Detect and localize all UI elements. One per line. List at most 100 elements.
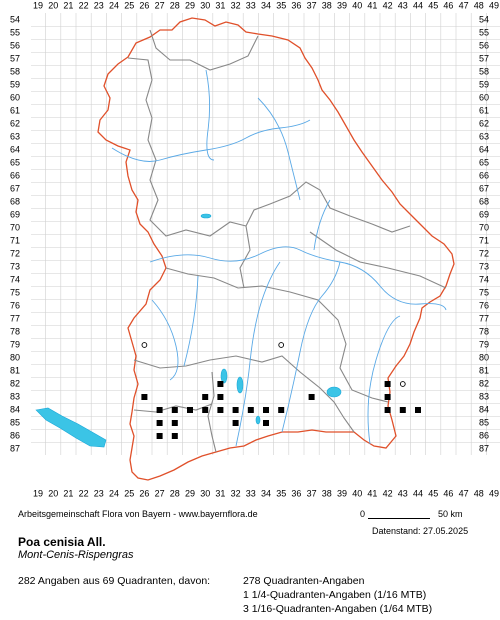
y-tick-label-right: 73 xyxy=(479,261,489,271)
x-tick-label-bottom: 43 xyxy=(398,488,408,498)
data-date: Datenstand: 27.05.2025 xyxy=(372,526,469,536)
x-tick-label-top: 25 xyxy=(124,0,134,10)
x-tick-label-top: 28 xyxy=(170,0,180,10)
x-tick-label-top: 38 xyxy=(322,0,332,10)
x-tick-label-bottom: 19 xyxy=(33,488,43,498)
record-marker-filled xyxy=(384,381,391,387)
record-marker-filled xyxy=(263,407,269,413)
record-marker-filled xyxy=(232,420,239,426)
x-tick-label-top: 31 xyxy=(215,0,225,10)
y-tick-label-left: 66 xyxy=(10,170,20,180)
map-grid xyxy=(31,13,500,455)
y-tick-label-right: 61 xyxy=(479,105,489,115)
axis-labels: 19 19 20 20 21 21 22 22 23 23 24 24 25 25 26 26 27 27 28 28… xyxy=(10,0,499,498)
record-marker-filled xyxy=(415,407,421,413)
x-tick-label-top: 35 xyxy=(276,0,286,10)
y-tick-label-right: 86 xyxy=(479,430,489,440)
y-tick-label-left: 75 xyxy=(10,287,20,297)
x-tick-label-bottom: 31 xyxy=(215,488,225,498)
y-tick-label-right: 69 xyxy=(479,209,489,219)
record-marker-filled xyxy=(156,407,163,413)
record-marker-filled xyxy=(399,407,406,413)
x-tick-label-bottom: 45 xyxy=(428,488,438,498)
y-tick-label-left: 64 xyxy=(10,144,20,154)
record-marker-filled xyxy=(141,394,148,400)
x-tick-label-top: 43 xyxy=(398,0,408,10)
record-marker-filled xyxy=(247,407,254,413)
x-tick-label-bottom: 28 xyxy=(170,488,180,498)
y-tick-label-right: 84 xyxy=(479,404,489,414)
record-marker-filled xyxy=(232,407,239,413)
y-tick-label-right: 82 xyxy=(479,378,489,388)
y-tick-label-right: 54 xyxy=(479,14,489,24)
y-tick-label-right: 81 xyxy=(479,365,489,375)
y-tick-label-left: 60 xyxy=(10,92,20,102)
y-tick-label-left: 73 xyxy=(10,261,20,271)
x-tick-label-bottom: 36 xyxy=(291,488,301,498)
y-tick-label-right: 87 xyxy=(479,443,489,453)
x-tick-label-bottom: 22 xyxy=(79,488,89,498)
y-tick-label-right: 58 xyxy=(479,66,489,76)
y-tick-label-left: 71 xyxy=(10,235,20,245)
y-tick-label-right: 85 xyxy=(479,417,489,427)
quarter-quadrant-count: 1 1/4-Quadranten-Angaben (1/16 MTB) xyxy=(243,589,427,601)
record-markers xyxy=(141,342,421,439)
y-tick-label-left: 76 xyxy=(10,300,20,310)
distribution-map: 19 19 20 20 21 21 22 22 23 23 24 24 25 25 26 26 27 27 28 28… xyxy=(10,0,500,498)
y-tick-label-left: 72 xyxy=(10,248,20,258)
y-tick-label-left: 67 xyxy=(10,183,20,193)
y-tick-label-left: 85 xyxy=(10,417,20,427)
record-marker-open xyxy=(141,342,148,348)
y-tick-label-left: 79 xyxy=(10,339,20,349)
quadrant-count: 278 Quadranten-Angaben xyxy=(243,575,365,587)
y-tick-label-right: 62 xyxy=(479,118,489,128)
y-tick-label-right: 63 xyxy=(479,131,489,141)
x-tick-label-top: 30 xyxy=(200,0,210,10)
x-tick-label-bottom: 33 xyxy=(246,488,256,498)
x-tick-label-top: 19 xyxy=(33,0,43,10)
x-tick-label-top: 46 xyxy=(443,0,453,10)
x-tick-label-bottom: 48 xyxy=(474,488,484,498)
y-tick-label-left: 84 xyxy=(10,404,20,414)
total-summary: 282 Angaben aus 69 Quadranten, davon: xyxy=(18,575,211,587)
x-tick-label-bottom: 49 xyxy=(489,488,499,498)
y-tick-label-right: 83 xyxy=(479,391,489,401)
x-tick-label-top: 44 xyxy=(413,0,423,10)
record-marker-filled xyxy=(217,407,224,413)
y-tick-label-left: 57 xyxy=(10,53,20,63)
scale-bar xyxy=(368,518,430,519)
x-tick-label-top: 34 xyxy=(261,0,271,10)
record-marker-filled xyxy=(202,407,209,413)
rivers xyxy=(111,69,447,447)
y-tick-label-left: 56 xyxy=(10,40,20,50)
x-tick-label-bottom: 32 xyxy=(231,488,241,498)
y-tick-label-left: 63 xyxy=(10,131,20,141)
y-tick-label-right: 55 xyxy=(479,27,489,37)
y-tick-label-right: 74 xyxy=(479,274,489,284)
y-tick-label-right: 67 xyxy=(479,183,489,193)
y-tick-label-left: 83 xyxy=(10,391,20,401)
x-tick-label-bottom: 25 xyxy=(124,488,134,498)
x-tick-label-top: 36 xyxy=(291,0,301,10)
y-tick-label-right: 75 xyxy=(479,287,489,297)
y-tick-label-left: 82 xyxy=(10,378,20,388)
y-tick-label-right: 70 xyxy=(479,222,489,232)
y-tick-label-left: 87 xyxy=(10,443,20,453)
x-tick-label-top: 48 xyxy=(474,0,484,10)
x-tick-label-top: 20 xyxy=(48,0,58,10)
x-tick-label-bottom: 37 xyxy=(307,488,317,498)
y-tick-label-left: 78 xyxy=(10,326,20,336)
x-tick-label-bottom: 44 xyxy=(413,488,423,498)
y-tick-label-right: 57 xyxy=(479,53,489,63)
record-marker-filled xyxy=(202,394,209,400)
x-tick-label-bottom: 26 xyxy=(139,488,149,498)
lake-small xyxy=(200,213,212,219)
scale-end-label: 50 km xyxy=(438,509,463,519)
x-tick-label-bottom: 46 xyxy=(443,488,453,498)
y-tick-label-left: 86 xyxy=(10,430,20,440)
y-tick-label-left: 81 xyxy=(10,365,20,375)
x-tick-label-bottom: 34 xyxy=(261,488,271,498)
x-tick-label-bottom: 24 xyxy=(109,488,119,498)
y-tick-label-left: 62 xyxy=(10,118,20,128)
record-marker-filled xyxy=(384,407,391,413)
